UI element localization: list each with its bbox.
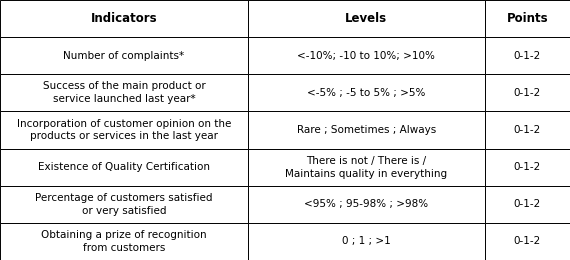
Text: Rare ; Sometimes ; Always: Rare ; Sometimes ; Always <box>296 125 436 135</box>
Bar <box>0 0 248 37</box>
Bar <box>248 186 484 223</box>
Bar <box>248 148 484 186</box>
Bar <box>248 74 484 112</box>
Text: Points: Points <box>506 12 548 25</box>
Text: Percentage of customers satisfied
or very satisfied: Percentage of customers satisfied or ver… <box>35 193 213 216</box>
Text: Number of complaints*: Number of complaints* <box>63 51 185 61</box>
Bar <box>484 148 570 186</box>
Bar <box>0 74 248 112</box>
Bar <box>0 186 248 223</box>
Text: Existence of Quality Certification: Existence of Quality Certification <box>38 162 210 172</box>
Text: Success of the main product or
service launched last year*: Success of the main product or service l… <box>43 81 205 104</box>
Bar <box>484 37 570 74</box>
Bar <box>484 223 570 260</box>
Bar <box>0 223 248 260</box>
Text: 0-1-2: 0-1-2 <box>514 236 541 246</box>
Bar <box>248 112 484 148</box>
Text: 0-1-2: 0-1-2 <box>514 199 541 209</box>
Bar <box>484 0 570 37</box>
Bar <box>484 186 570 223</box>
Text: Incorporation of customer opinion on the
products or services in the last year: Incorporation of customer opinion on the… <box>17 119 231 141</box>
Text: There is not / There is /
Maintains quality in everything: There is not / There is / Maintains qual… <box>285 156 447 179</box>
Text: 0-1-2: 0-1-2 <box>514 88 541 98</box>
Text: Levels: Levels <box>345 12 387 25</box>
Bar <box>0 148 248 186</box>
Bar <box>248 0 484 37</box>
Bar <box>484 74 570 112</box>
Text: <95% ; 95-98% ; >98%: <95% ; 95-98% ; >98% <box>304 199 428 209</box>
Text: 0-1-2: 0-1-2 <box>514 125 541 135</box>
Text: Obtaining a prize of recognition
from customers: Obtaining a prize of recognition from cu… <box>41 230 207 253</box>
Text: 0-1-2: 0-1-2 <box>514 51 541 61</box>
Bar <box>248 223 484 260</box>
Text: <-5% ; -5 to 5% ; >5%: <-5% ; -5 to 5% ; >5% <box>307 88 425 98</box>
Text: <-10%; -10 to 10%; >10%: <-10%; -10 to 10%; >10% <box>298 51 435 61</box>
Text: 0 ; 1 ; >1: 0 ; 1 ; >1 <box>342 236 390 246</box>
Text: 0-1-2: 0-1-2 <box>514 162 541 172</box>
Bar <box>0 37 248 74</box>
Bar <box>484 112 570 148</box>
Bar <box>248 37 484 74</box>
Text: Indicators: Indicators <box>91 12 157 25</box>
Bar <box>0 112 248 148</box>
